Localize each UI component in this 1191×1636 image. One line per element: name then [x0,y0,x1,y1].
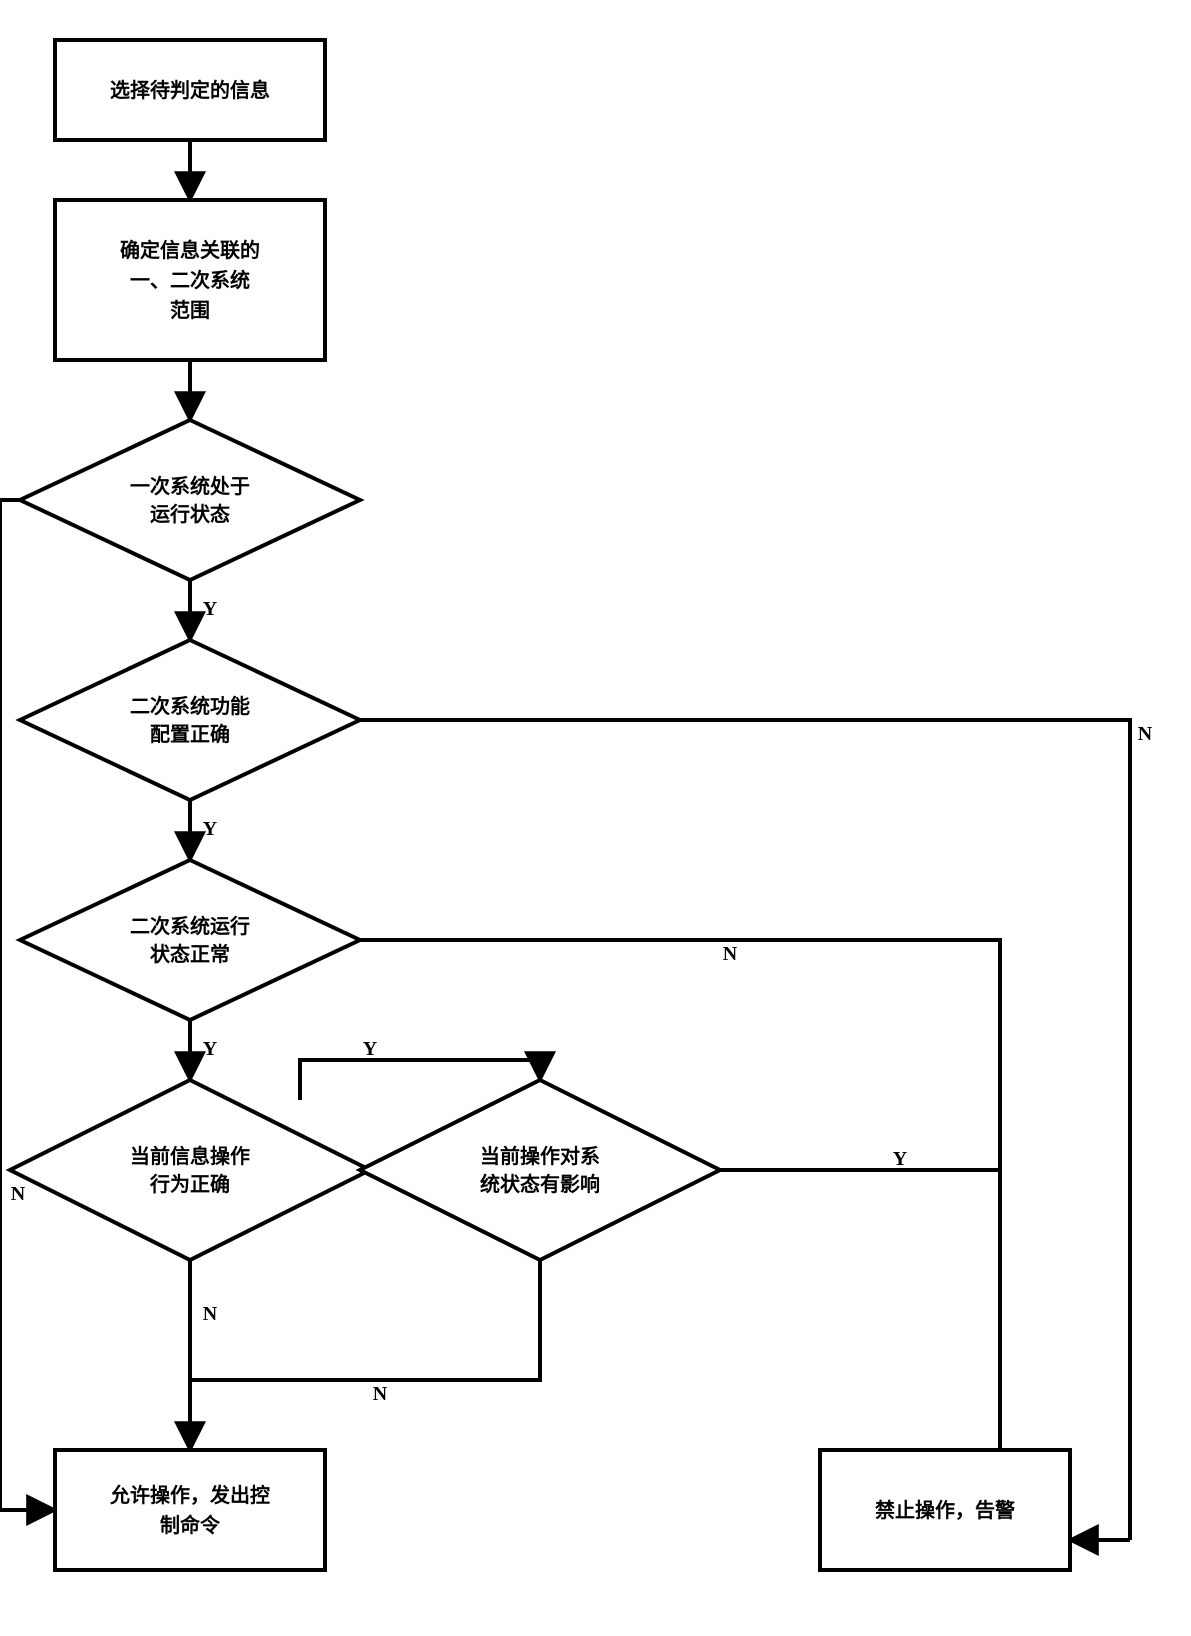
edge-n3-n8: N [0,500,55,1510]
edge-n3-n4: Y [190,580,218,640]
edge-n5-n6: Y [190,1020,218,1080]
node-n1: 选择待判定的信息 [55,40,325,140]
svg-text:N: N [11,1183,26,1205]
node-n7: 当前操作对系统状态有影响 [360,1080,720,1260]
svg-text:N: N [373,1383,388,1405]
svg-text:Y: Y [203,1038,218,1060]
edge-n6-n8: N [190,1260,218,1450]
edge-n7-n8: N [190,1260,540,1405]
node-n2: 确定信息关联的一、二次系统范围 [55,200,325,360]
svg-text:选择待判定的信息: 选择待判定的信息 [110,78,270,102]
svg-text:Y: Y [363,1038,378,1060]
edge-n4-n5: Y [190,800,218,860]
node-n5: 二次系统运行状态正常 [20,860,360,1020]
node-n9: 禁止操作，告警 [820,1450,1070,1570]
edge-n7-n9: Y [720,1148,1000,1170]
edge-n6-n7: Y [300,1038,540,1100]
node-n3: 一次系统处于运行状态 [20,420,360,580]
node-n8: 允许操作，发出控制命令 [55,1450,325,1570]
node-n4: 二次系统功能配置正确 [20,640,360,800]
flowchart-canvas: Y Y Y N N Y N N N Y 选择待判定的信息确定信息关联的一、二次系统范围一次系统处于… [0,0,1191,1636]
svg-text:N: N [203,1303,218,1325]
svg-text:Y: Y [893,1148,908,1170]
svg-text:禁止操作，告警: 禁止操作，告警 [875,1498,1015,1522]
node-n6: 当前信息操作行为正确 [10,1080,370,1260]
svg-text:Y: Y [203,818,218,840]
svg-text:Y: Y [203,598,218,620]
svg-text:N: N [723,943,738,965]
svg-text:N: N [1138,723,1153,745]
